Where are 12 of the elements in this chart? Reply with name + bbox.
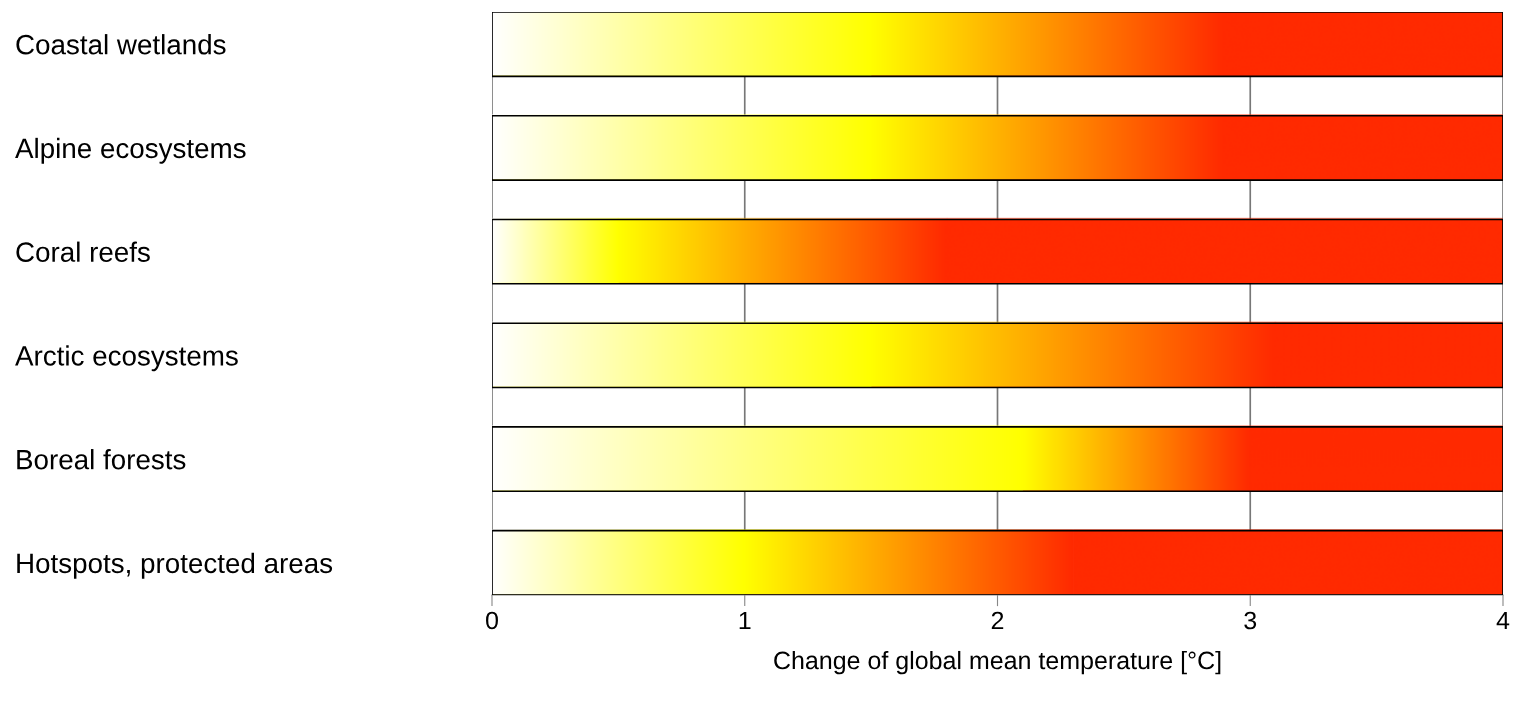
x-tick-label: 2	[991, 611, 1004, 630]
x-tick-label: 3	[1244, 611, 1257, 630]
y-tick-label: Alpine ecosystems	[15, 137, 246, 164]
x-axis-title: Change of global mean temperature [°C]	[774, 650, 1221, 675]
y-tick-label: Arctic ecosystems	[15, 345, 238, 372]
y-tick-label: Boreal forests	[17, 449, 186, 470]
x-tick-label: 1	[739, 611, 751, 630]
x-tick-label: 4	[1496, 611, 1510, 630]
x-tick-label: 0	[486, 611, 498, 630]
y-tick-label: Hotspots, protected areas	[17, 552, 333, 579]
y-tick-label: Coral reefs	[16, 241, 150, 262]
y-tick-label: Coastal wetlands	[16, 34, 226, 55]
